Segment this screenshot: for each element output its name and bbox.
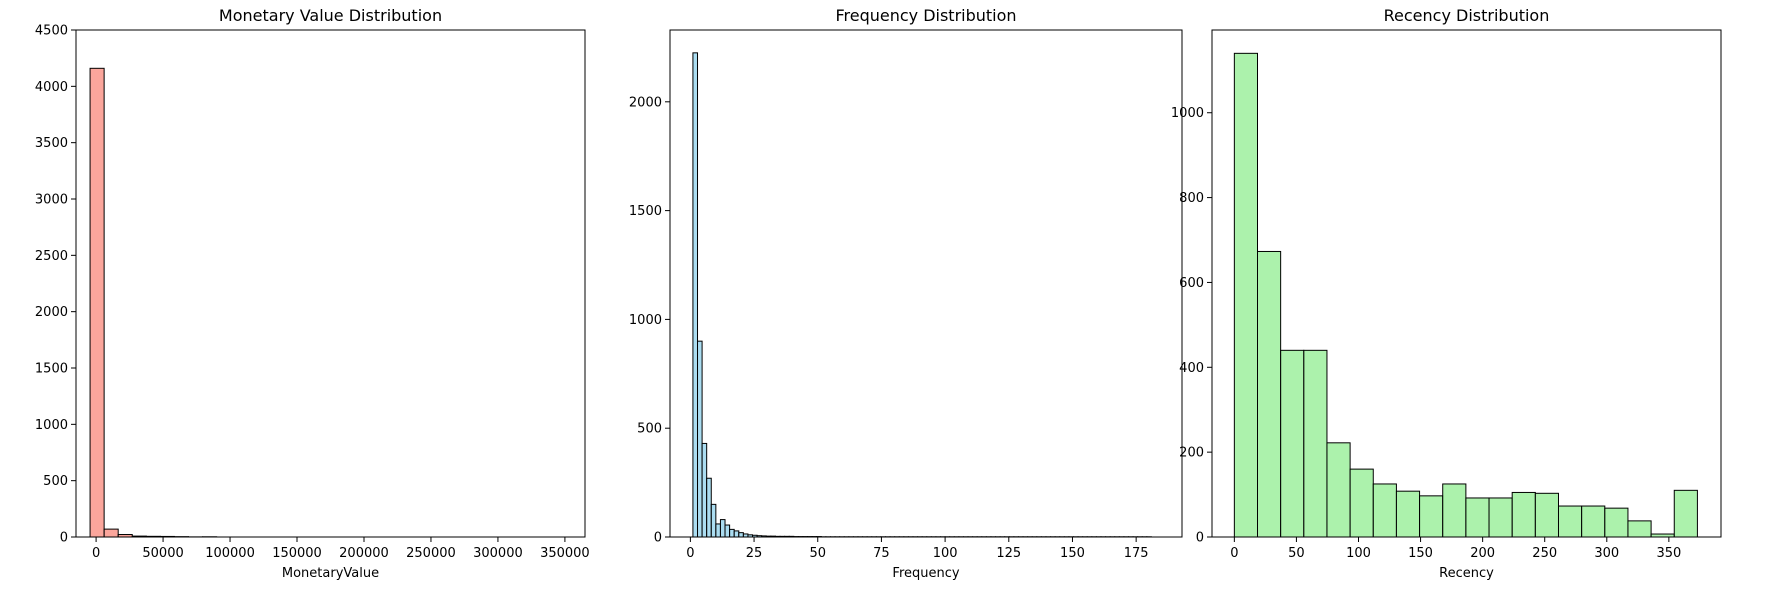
- histogram-bar: [1420, 496, 1443, 537]
- chart-title: Monetary Value Distribution: [219, 6, 442, 25]
- x-tick-label: 100000: [205, 546, 255, 561]
- x-tick-label: 0: [92, 546, 100, 561]
- histogram-bar: [739, 533, 744, 537]
- bars: [693, 53, 1152, 537]
- x-axis: 0 25 50 75 100 125 150 175: [686, 537, 1148, 561]
- x-tick-label: 0: [686, 546, 694, 561]
- histogram-bar: [725, 525, 730, 537]
- histogram-bar: [716, 524, 721, 537]
- y-tick-label: 0: [654, 531, 662, 546]
- y-tick-label: 0: [60, 531, 68, 546]
- monetary-value-panel: Monetary Value Distribution MonetaryValu…: [35, 6, 590, 581]
- x-tick-label: 350000: [540, 546, 590, 561]
- y-tick-label: 2000: [35, 305, 68, 320]
- histogram-bar: [1396, 491, 1419, 537]
- x-tick-label: 300000: [473, 546, 523, 561]
- bars: [90, 68, 217, 537]
- x-tick-label: 100: [1346, 546, 1371, 561]
- histogram-bar: [1489, 498, 1512, 537]
- histogram-bar: [1327, 443, 1350, 537]
- histogram-bar: [1535, 493, 1558, 537]
- y-tick-label: 500: [43, 474, 68, 489]
- y-axis: 0 200 400 600 800 1000: [1171, 106, 1212, 545]
- histogram-bar: [711, 504, 716, 537]
- x-tick-label: 25: [746, 546, 763, 561]
- x-tick-label: 175: [1124, 546, 1149, 561]
- y-tick-label: 4000: [35, 80, 68, 95]
- histogram-bar: [1605, 508, 1628, 537]
- x-axis: 0 50000 100000 150000 200000 250000 300000 3500…: [92, 537, 590, 561]
- x-tick-label: 50000: [142, 546, 183, 561]
- y-axis: 0 500 1000 1500 2000: [629, 95, 670, 545]
- histogram-bar: [1234, 53, 1257, 537]
- histogram-bar: [1674, 490, 1697, 537]
- y-tick-label: 600: [1179, 276, 1204, 291]
- axes-frame: [670, 30, 1182, 537]
- histogram-bar: [1350, 469, 1373, 537]
- x-tick-label: 350: [1656, 546, 1681, 561]
- y-tick-label: 0: [1196, 531, 1204, 546]
- y-tick-label: 1500: [629, 204, 662, 219]
- y-axis: 0 500 1000 1500 2000 2500 3000 3500 4000 4500: [35, 24, 76, 546]
- x-tick-label: 150000: [272, 546, 322, 561]
- histogram-bar: [1628, 521, 1651, 537]
- y-tick-label: 1000: [629, 313, 662, 328]
- histogram-bar: [104, 529, 118, 537]
- x-tick-label: 150: [1408, 546, 1433, 561]
- y-tick-label: 1500: [35, 362, 68, 377]
- histogram-bar: [1257, 251, 1280, 537]
- histogram-bar: [707, 478, 712, 537]
- x-tick-label: 100: [933, 546, 958, 561]
- x-tick-label: 150: [1060, 546, 1085, 561]
- x-tick-label: 300: [1594, 546, 1619, 561]
- histogram-bar: [1443, 484, 1466, 537]
- x-tick-label: 200: [1470, 546, 1495, 561]
- histogram-bar: [1558, 506, 1581, 537]
- histogram-bar: [734, 531, 739, 537]
- bars: [1234, 53, 1697, 537]
- histogram-bar: [720, 520, 725, 537]
- histogram-bar: [698, 341, 703, 537]
- y-tick-label: 800: [1179, 191, 1204, 206]
- chart-title: Recency Distribution: [1384, 6, 1550, 25]
- x-tick-label: 250000: [406, 546, 456, 561]
- x-axis: 0 50 100 150 200 250 300 350: [1230, 537, 1681, 561]
- x-tick-label: 50: [1288, 546, 1305, 561]
- x-axis-label: Recency: [1439, 566, 1494, 581]
- histogram-bar: [693, 53, 698, 537]
- histogram-bar: [90, 68, 104, 537]
- x-tick-label: 0: [1230, 546, 1238, 561]
- x-tick-label: 200000: [339, 546, 389, 561]
- x-tick-label: 250: [1532, 546, 1557, 561]
- y-tick-label: 200: [1179, 446, 1204, 461]
- frequency-panel: Frequency Distribution Frequency 0 25 50 75…: [629, 6, 1182, 581]
- y-tick-label: 1000: [1171, 106, 1204, 121]
- y-tick-label: 1000: [35, 418, 68, 433]
- histogram-bar: [730, 529, 735, 537]
- recency-panel: Recency Distribution Recency 0 50 100 150 20…: [1171, 6, 1721, 581]
- x-tick-label: 75: [873, 546, 890, 561]
- histogram-bar: [1304, 350, 1327, 537]
- histogram-bar: [1373, 484, 1396, 537]
- y-tick-label: 400: [1179, 361, 1204, 376]
- y-tick-label: 3000: [35, 193, 68, 208]
- axes-frame: [76, 30, 585, 537]
- histogram-bar: [1582, 506, 1605, 537]
- x-axis-label: MonetaryValue: [282, 566, 379, 581]
- x-tick-label: 50: [809, 546, 826, 561]
- x-axis-label: Frequency: [892, 566, 959, 581]
- histogram-bar: [1512, 492, 1535, 537]
- histogram-bar: [702, 443, 707, 537]
- y-tick-label: 500: [637, 422, 662, 437]
- chart-title: Frequency Distribution: [835, 6, 1016, 25]
- histogram-bar: [1281, 350, 1304, 537]
- x-tick-label: 125: [996, 546, 1021, 561]
- y-tick-label: 2500: [35, 249, 68, 264]
- y-tick-label: 3500: [35, 136, 68, 151]
- y-tick-label: 4500: [35, 24, 68, 39]
- histogram-bar: [1466, 498, 1489, 537]
- y-tick-label: 2000: [629, 95, 662, 110]
